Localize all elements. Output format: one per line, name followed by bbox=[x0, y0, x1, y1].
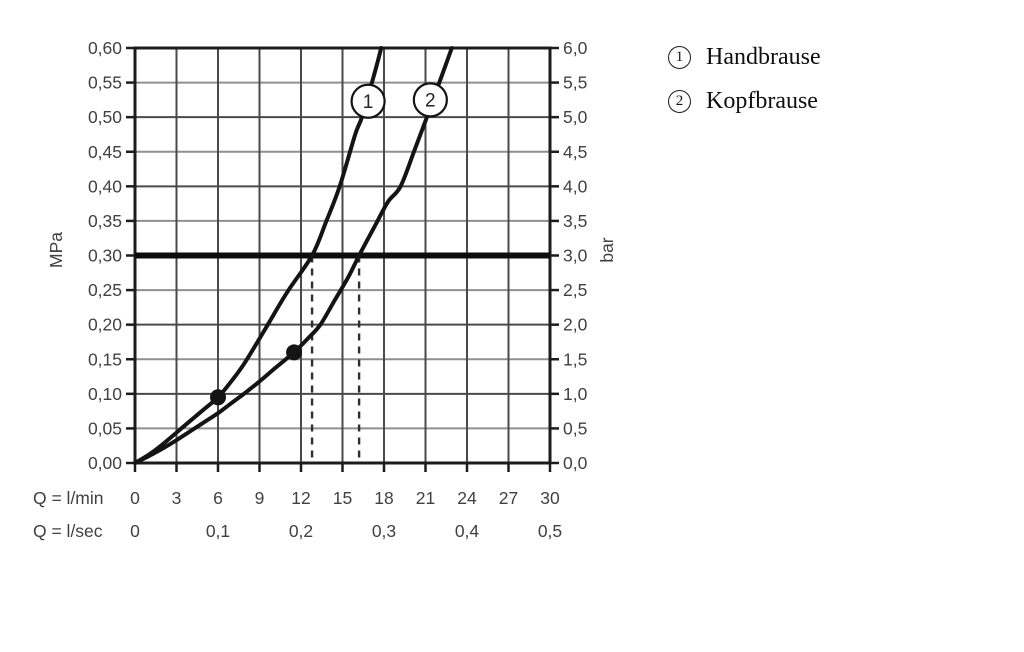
x-lsec-tick-label: 0 bbox=[130, 521, 140, 541]
y-right-tick-label: 1,5 bbox=[563, 349, 587, 369]
data-point bbox=[286, 344, 303, 361]
y-right-tick-label: 1,0 bbox=[563, 384, 588, 404]
y-right-tick-label: 3,0 bbox=[563, 246, 588, 266]
x-lsec-tick-label: 0,5 bbox=[538, 521, 562, 541]
y-left-tick-label: 0,60 bbox=[88, 38, 122, 58]
y-right-tick-label: 6,0 bbox=[563, 38, 588, 58]
y-left-tick-label: 0,25 bbox=[88, 280, 122, 300]
x-lmin-tick-label: 27 bbox=[499, 488, 518, 508]
curve-path bbox=[133, 46, 384, 465]
x-lmin-tick-label: 9 bbox=[255, 488, 265, 508]
y-right-tick-label: 4,5 bbox=[563, 142, 587, 162]
y-right-tick-label: 0,0 bbox=[563, 453, 588, 473]
curve-badge-2: 2 bbox=[412, 82, 448, 118]
y-left-tick-label: 0,40 bbox=[88, 176, 122, 196]
legend: 1 Handbrause 2 Kopfbrause bbox=[668, 44, 821, 115]
x-lmin-tick-label: 15 bbox=[333, 488, 352, 508]
y-right-tick-label: 2,5 bbox=[563, 280, 587, 300]
x-lmin-tick-label: 30 bbox=[540, 488, 560, 508]
y-right-tick-label: 3,5 bbox=[563, 211, 587, 231]
x-lmin-tick-label: 12 bbox=[291, 488, 310, 508]
x-lmin-tick-label: 21 bbox=[416, 488, 435, 508]
y-left-tick-label: 0,30 bbox=[88, 246, 122, 266]
curve-badge-1: 1 bbox=[350, 83, 386, 119]
x-axis-title-lmin: Q = l/min bbox=[33, 488, 104, 508]
y-right-tick-label: 2,0 bbox=[563, 315, 588, 335]
y-left-tick-label: 0,45 bbox=[88, 142, 122, 162]
legend-number-2-icon: 2 bbox=[668, 90, 691, 113]
x-lsec-tick-label: 0,2 bbox=[289, 521, 313, 541]
x-lmin-tick-label: 24 bbox=[457, 488, 477, 508]
x-lmin-tick-label: 0 bbox=[130, 488, 140, 508]
y-left-tick-label: 0,10 bbox=[88, 384, 122, 404]
badge-number: 2 bbox=[425, 90, 436, 111]
x-axis-title-lsec: Q = l/sec bbox=[33, 521, 103, 541]
y-right-tick-label: 0,5 bbox=[563, 418, 587, 438]
y-left-tick-label: 0,15 bbox=[88, 349, 122, 369]
curve-handbrause bbox=[133, 46, 384, 465]
y-left-tick-label: 0,55 bbox=[88, 73, 122, 93]
x-lmin-tick-label: 3 bbox=[172, 488, 182, 508]
badge-circle bbox=[350, 83, 386, 119]
dashed-guides bbox=[310, 255, 361, 463]
x-lsec-tick-label: 0,3 bbox=[372, 521, 396, 541]
y-right-tick-label: 4,0 bbox=[563, 176, 588, 196]
y-left-tick-label: 0,00 bbox=[88, 453, 122, 473]
curve-path bbox=[133, 46, 454, 465]
curve-kopfbrause bbox=[133, 46, 454, 465]
y-left-tick-label: 0,05 bbox=[88, 418, 122, 438]
y-left-axis-title: MPa bbox=[46, 232, 66, 268]
x-lsec-tick-label: 0,4 bbox=[455, 521, 480, 541]
y-left-tick-label: 0,35 bbox=[88, 211, 122, 231]
x-lmin-tick-label: 18 bbox=[374, 488, 393, 508]
legend-label-handbrause: Handbrause bbox=[706, 44, 821, 70]
x-lmin-tick-label: 6 bbox=[213, 488, 223, 508]
y-right-tick-label: 5,0 bbox=[563, 107, 588, 127]
y-left-tick-label: 0,20 bbox=[88, 315, 122, 335]
legend-label-kopfbrause: Kopfbrause bbox=[706, 88, 818, 114]
legend-item-handbrause: 1 Handbrause bbox=[668, 44, 821, 71]
y-right-tick-label: 5,5 bbox=[563, 73, 587, 93]
y-right-axis-title: bar bbox=[597, 237, 617, 262]
data-point bbox=[210, 389, 226, 406]
y-left-tick-label: 0,50 bbox=[88, 107, 122, 127]
badge-number: 1 bbox=[363, 92, 374, 113]
legend-item-kopfbrause: 2 Kopfbrause bbox=[668, 88, 821, 115]
axes: 0,60 6,00,55 5,50,50 5,00,45 4,50,40 4,00,35 3… bbox=[33, 38, 617, 541]
x-lsec-tick-label: 0,1 bbox=[206, 521, 230, 541]
legend-number-1-icon: 1 bbox=[668, 46, 691, 69]
badge-circle bbox=[412, 82, 448, 118]
